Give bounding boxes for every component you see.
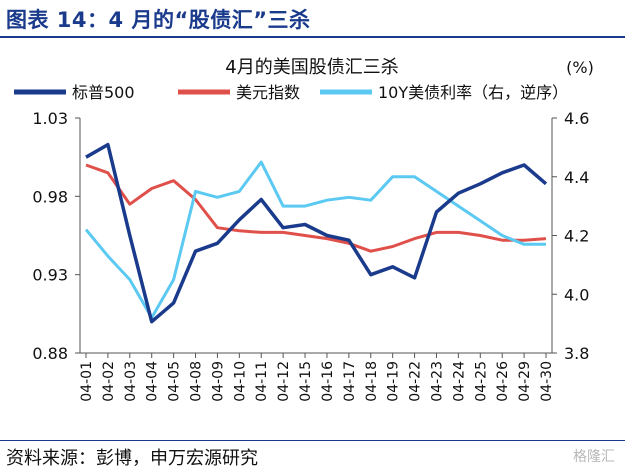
left-tick-label: 1.03 — [32, 109, 68, 128]
legend-label-2: 10Y美债利率（右，逆序） — [378, 83, 568, 102]
series-line-1 — [85, 163, 547, 253]
right-tick-label: 3.8 — [564, 344, 589, 363]
header-divider — [0, 36, 625, 38]
figure-caption: 图表 14：4 月的“股债汇”三杀 — [6, 8, 311, 32]
x-tick-label: 04-16 — [320, 361, 336, 402]
series-line-2 — [84, 160, 546, 320]
x-tick-label: 04-29 — [517, 361, 533, 402]
watermark-logo: 格隆汇 — [573, 449, 615, 465]
legend-label-1: 美元指数 — [236, 83, 300, 102]
x-tick-label: 04-26 — [495, 361, 511, 402]
right-tick-label: 4.0 — [564, 285, 589, 304]
footer-divider — [0, 440, 625, 441]
x-tick-label: 04-18 — [364, 361, 380, 402]
x-tick-label: 04-05 — [167, 361, 183, 402]
x-tick-label: 04-12 — [276, 361, 292, 402]
x-tick-label: 04-03 — [123, 361, 139, 402]
x-tick-label: 04-10 — [232, 361, 248, 402]
left-tick-label: 0.98 — [32, 187, 68, 206]
series-layer — [84, 142, 548, 324]
x-tick-label: 04-19 — [386, 361, 402, 402]
left-tick-label: 0.93 — [32, 266, 68, 285]
x-tick-label: 04-08 — [189, 361, 205, 402]
x-tick-label: 04-24 — [451, 361, 467, 402]
x-tick-label: 04-15 — [298, 361, 314, 402]
figure-header: 图表 14：4 月的“股债汇”三杀 — [0, 0, 625, 38]
x-tick-label: 04-22 — [408, 361, 424, 402]
right-tick-label: 4.4 — [564, 168, 589, 187]
chart: 4月的美国股债汇三杀 (%) 标普500 美元指数 10Y美债利率（右，逆序） 0.… — [14, 57, 594, 402]
x-tick-label: 04-09 — [210, 361, 226, 402]
source-note: 资料来源：彭博，申万宏源研究 — [6, 448, 258, 469]
x-tick-label: 04-02 — [101, 361, 117, 402]
x-tick-label: 04-25 — [473, 361, 489, 402]
x-tick-label: 04-11 — [254, 361, 270, 402]
x-tick-label: 04-23 — [429, 361, 445, 402]
x-tick-label: 04-30 — [539, 361, 555, 402]
x-tick-label: 04-04 — [145, 361, 161, 402]
chart-title: 4月的美国股债汇三杀 — [225, 57, 398, 78]
axes: 0.88 0.93 0.98 1.03 4.6 4.4 4.2 4.0 3.8 04-01 04-0… — [32, 109, 589, 402]
right-axis-unit: (%) — [566, 58, 594, 77]
right-tick-label: 4.2 — [564, 227, 589, 246]
right-tick-label: 4.6 — [564, 109, 589, 128]
left-tick-label: 0.88 — [32, 344, 68, 363]
legend-label-0: 标普500 — [72, 83, 135, 102]
series-line-0 — [85, 142, 548, 324]
legend: 标普500 美元指数 10Y美债利率（右，逆序） — [14, 83, 568, 102]
x-tick-label: 04-01 — [79, 361, 95, 402]
x-tick-label: 04-17 — [342, 361, 358, 402]
